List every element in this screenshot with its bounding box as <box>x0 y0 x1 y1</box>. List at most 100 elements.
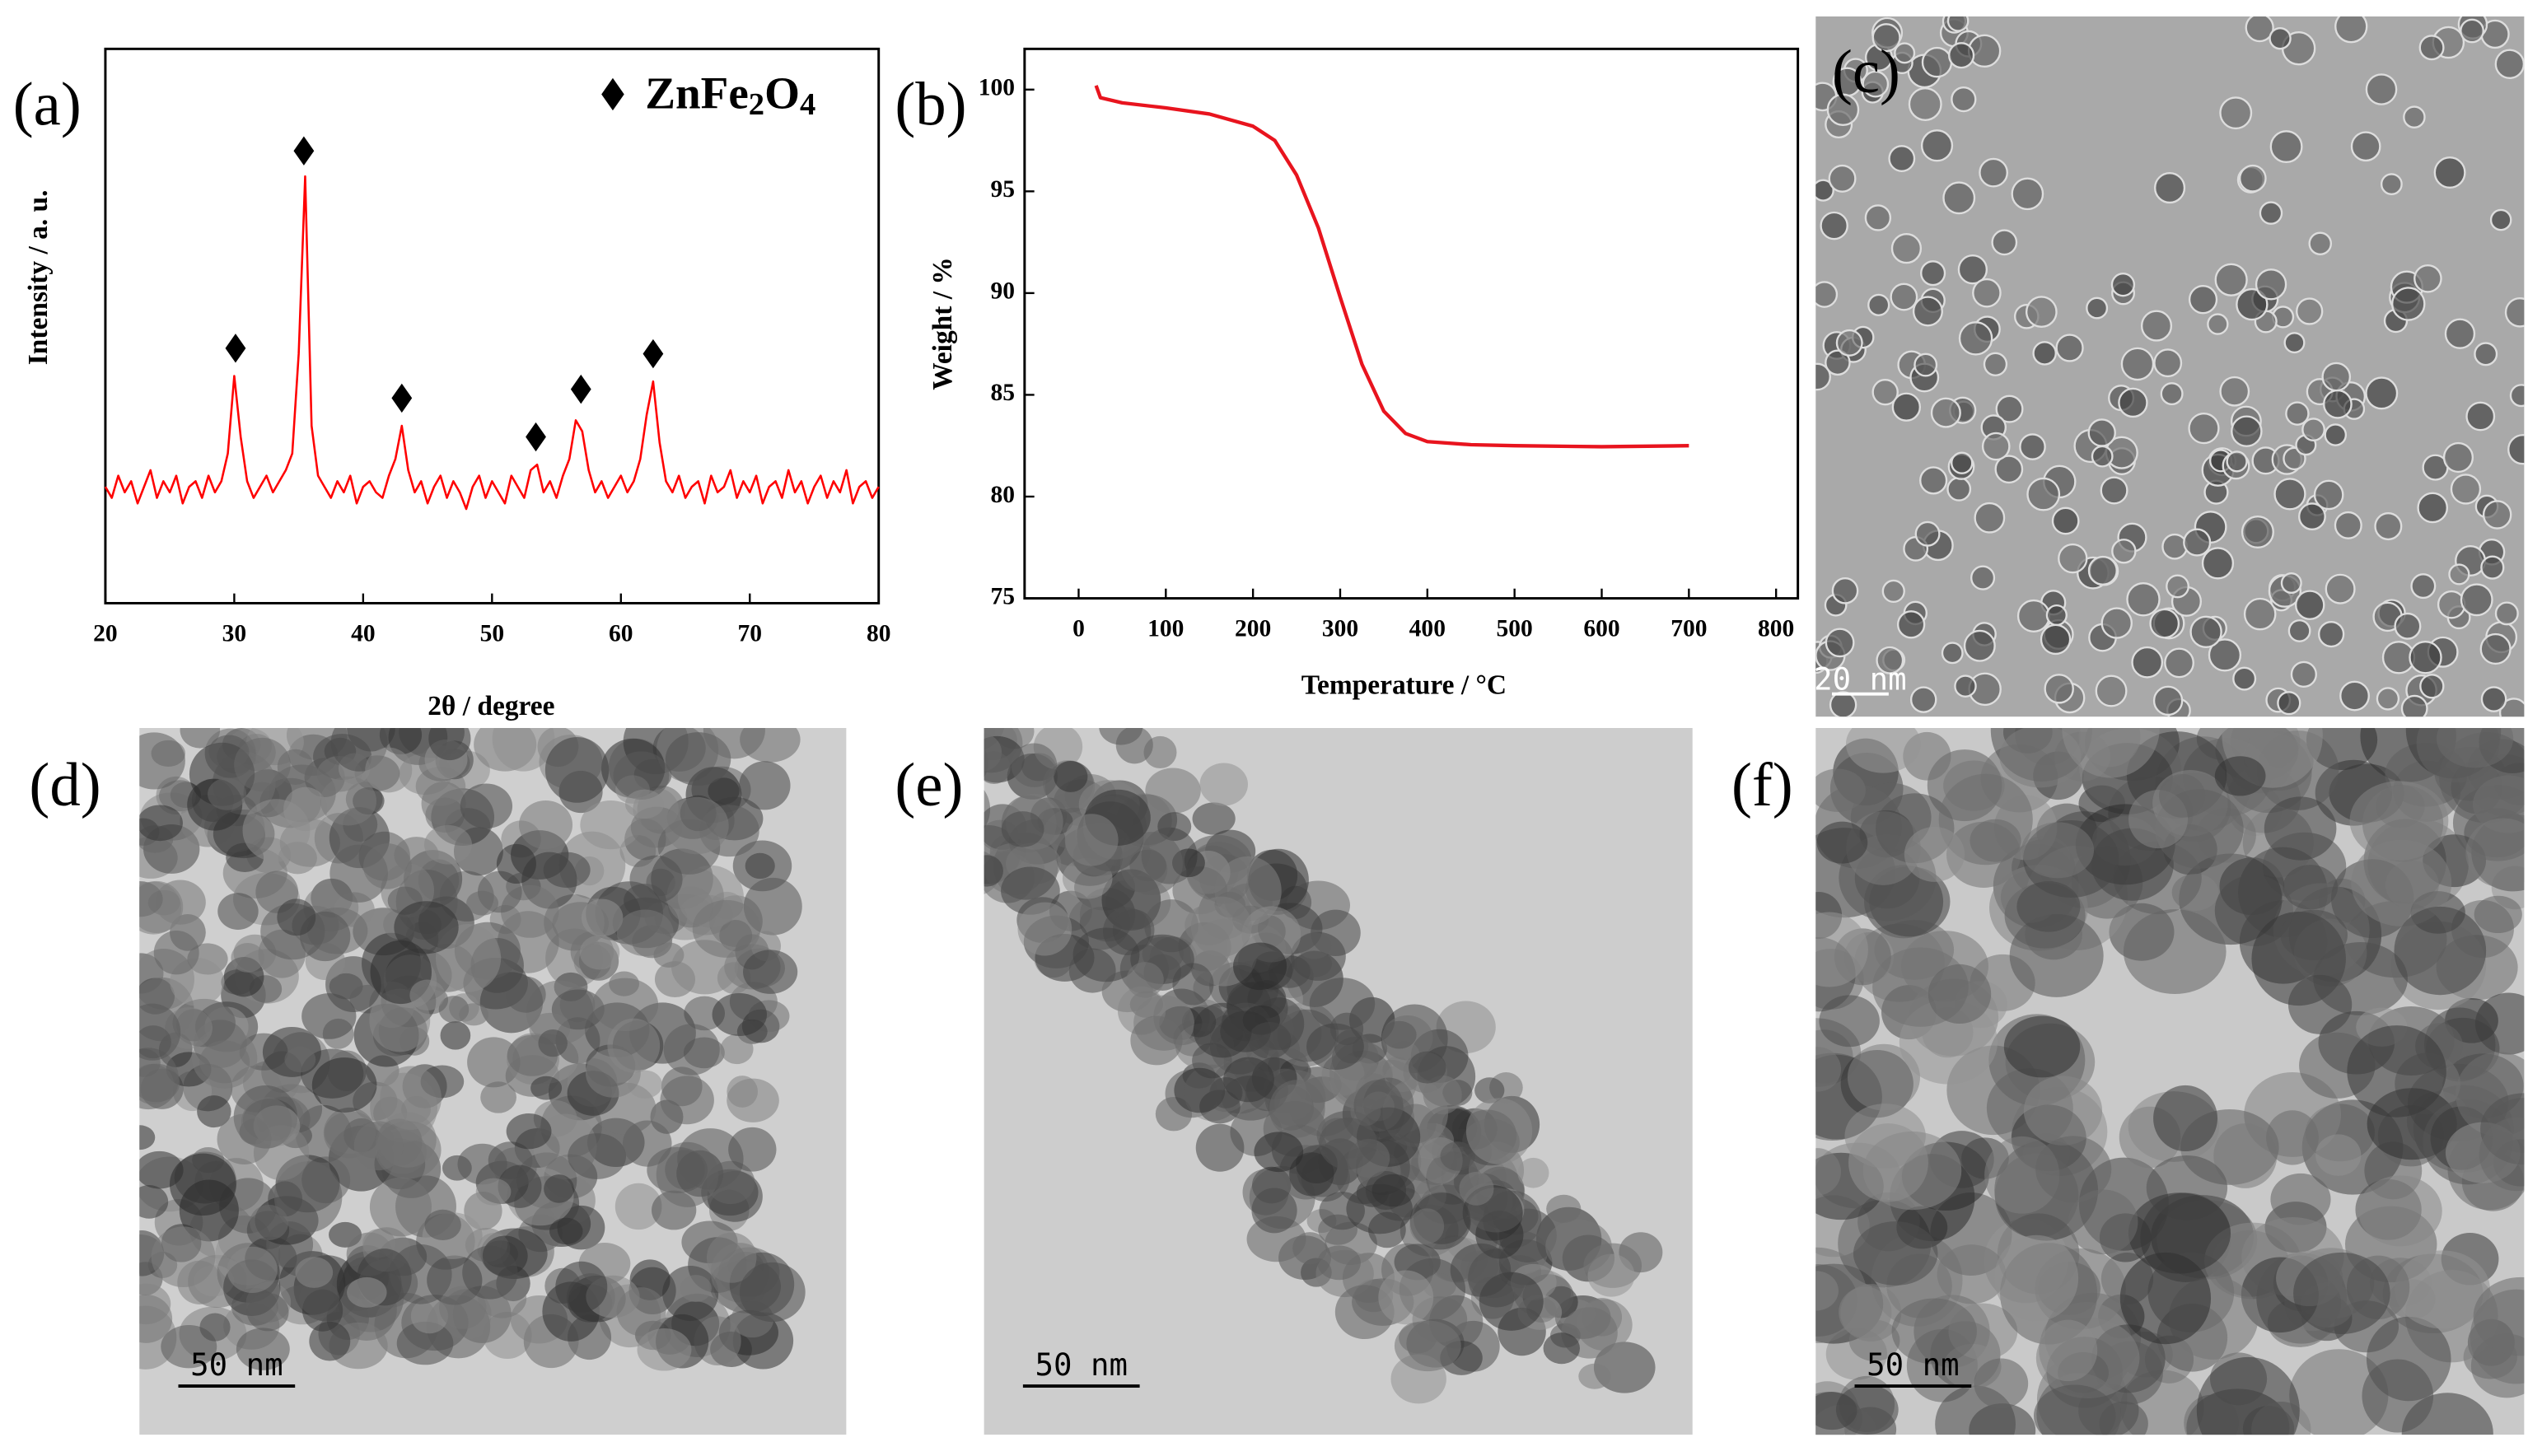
nanoparticle <box>1954 674 1977 698</box>
nanoparticle <box>139 1003 181 1061</box>
peak-marker <box>643 338 664 369</box>
nanoparticle <box>1914 520 1941 547</box>
nanoparticle <box>2099 1401 2148 1435</box>
nanoparticle <box>250 1205 289 1241</box>
nanoparticle <box>2003 1015 2081 1078</box>
nanoparticle <box>139 881 181 935</box>
nanoparticle <box>706 1232 757 1283</box>
nanoparticle <box>390 1244 452 1304</box>
micrograph <box>984 727 1663 1404</box>
nanoparticle <box>2160 382 2184 406</box>
nanoparticle <box>2334 16 2368 44</box>
nanoparticle <box>1054 761 1088 792</box>
nanoparticle <box>2482 500 2512 530</box>
nanoparticle <box>1517 1157 1549 1188</box>
nanoparticle <box>2226 450 2248 473</box>
nanoparticle <box>543 852 591 889</box>
nanoparticle <box>2280 909 2348 960</box>
panel-label: (e) <box>895 751 963 819</box>
nanoparticle <box>1831 577 1859 604</box>
nanoparticle <box>380 1066 442 1131</box>
nanoparticle <box>2123 909 2227 995</box>
nanoparticle <box>320 776 377 826</box>
plot-frame <box>1023 47 1800 600</box>
nanoparticle <box>677 1128 744 1190</box>
nanoparticle <box>2128 1192 2231 1274</box>
x-tick-label: 300 <box>1322 616 1358 642</box>
x-tick-label: 0 <box>1072 616 1085 642</box>
nanoparticle <box>2016 599 2051 633</box>
nanoparticle <box>2033 1384 2116 1435</box>
nanoparticle <box>2450 474 2482 505</box>
nanoparticle <box>2095 674 2128 707</box>
nanoparticle <box>2391 287 2426 321</box>
nanoparticle <box>1409 1208 1445 1244</box>
nanoparticle <box>2494 601 2519 626</box>
nanoparticle <box>568 1133 627 1179</box>
nanoparticle <box>1309 978 1376 1030</box>
nanoparticle <box>2243 597 2277 631</box>
nanoparticle <box>1991 229 2018 256</box>
nanoparticle <box>2339 680 2370 712</box>
peak-marker <box>391 383 413 413</box>
nanoparticle <box>199 1040 250 1084</box>
peak-marker <box>225 334 246 363</box>
nanoparticle <box>1876 646 1904 674</box>
nanoparticle <box>1546 1194 1582 1223</box>
nanoparticle <box>362 843 412 889</box>
nanoparticle <box>1919 466 1948 495</box>
x-tick-label: 20 <box>93 621 118 647</box>
nanoparticle <box>538 1029 568 1057</box>
nanoparticle <box>2283 332 2306 354</box>
nanoparticle <box>2479 632 2512 665</box>
nanoparticle <box>1951 451 1974 474</box>
nanoparticle <box>1254 1132 1304 1173</box>
nanoparticle <box>2350 131 2381 162</box>
nanoparticle <box>2324 423 2348 446</box>
nanoparticle <box>2245 16 2274 43</box>
nanoparticle <box>231 943 265 973</box>
nanoparticle <box>2118 387 2148 418</box>
nanoparticle <box>1825 349 1851 376</box>
nanoparticle <box>1983 352 2008 376</box>
nanoparticle <box>151 1226 216 1288</box>
x-tick-label: 400 <box>1409 616 1446 642</box>
nanoparticle <box>1835 329 1863 357</box>
nanoparticle <box>467 1037 521 1088</box>
nanoparticle <box>592 978 659 1031</box>
nanoparticle <box>1399 1322 1437 1354</box>
nanoparticle <box>1001 811 1044 847</box>
nanoparticle <box>1946 16 1970 32</box>
x-tick-label: 40 <box>351 621 376 647</box>
nanoparticle <box>2149 608 2180 639</box>
nanoparticle <box>637 1328 692 1371</box>
nanoparticle <box>1292 1232 1328 1265</box>
nanoparticle <box>1130 1015 1183 1066</box>
nanoparticle <box>1908 87 1942 121</box>
nanoparticle <box>139 732 185 790</box>
nanoparticle <box>703 727 765 759</box>
nanoparticle <box>1193 1002 1252 1058</box>
nanoparticle <box>1921 46 1953 78</box>
nanoparticle <box>1930 397 1961 428</box>
y-tick-label: 90 <box>991 278 1016 305</box>
nanoparticle <box>1951 86 1977 113</box>
nanoparticle <box>1248 1021 1292 1059</box>
scale-bar-label: 50 nm <box>190 1346 283 1383</box>
nanoparticle <box>2323 389 2353 419</box>
peak-marker <box>293 136 315 166</box>
nanoparticle <box>1251 1188 1297 1234</box>
data-line <box>1094 85 1689 449</box>
nanoparticle <box>2465 401 2496 432</box>
nanoparticle <box>2507 434 2525 465</box>
nanoparticle <box>2419 674 2445 699</box>
nanoparticle <box>1894 42 1916 64</box>
nanoparticle <box>153 930 199 975</box>
nanoparticle <box>2011 177 2044 211</box>
nanoparticle <box>2296 297 2324 325</box>
nanoparticle <box>1223 1057 1274 1103</box>
micrograph <box>139 727 806 1371</box>
nanoparticle <box>616 1287 666 1337</box>
panel-label: (c) <box>1832 38 1900 106</box>
